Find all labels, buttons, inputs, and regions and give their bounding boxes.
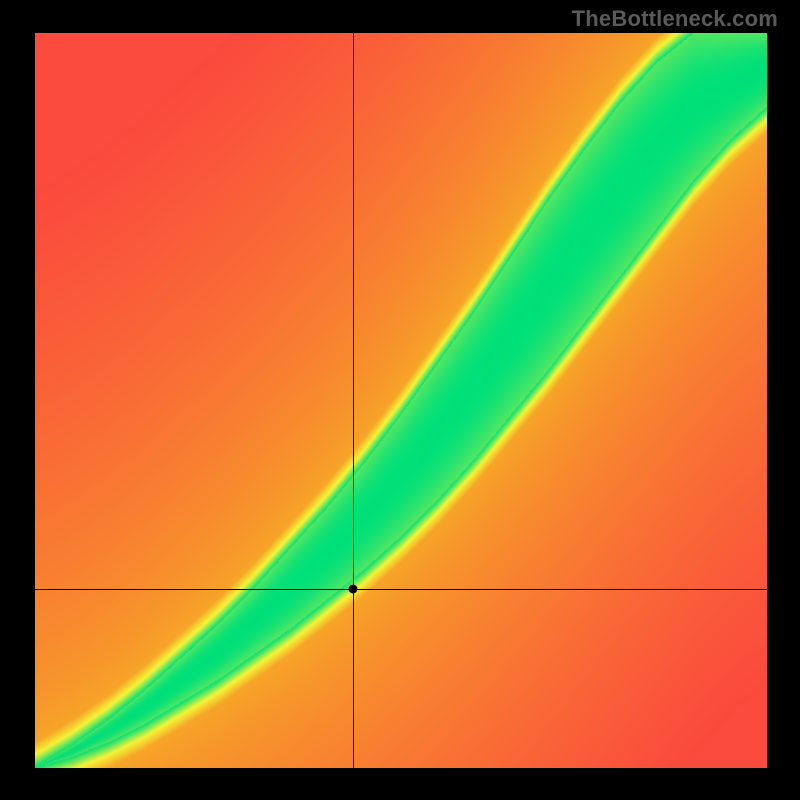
heatmap-plot — [35, 33, 767, 768]
watermark-text: TheBottleneck.com — [572, 6, 778, 32]
chart-container: TheBottleneck.com — [0, 0, 800, 800]
heatmap-canvas — [35, 33, 767, 768]
crosshair-vertical — [353, 33, 354, 768]
crosshair-horizontal — [35, 589, 767, 590]
data-point-marker — [348, 585, 357, 594]
